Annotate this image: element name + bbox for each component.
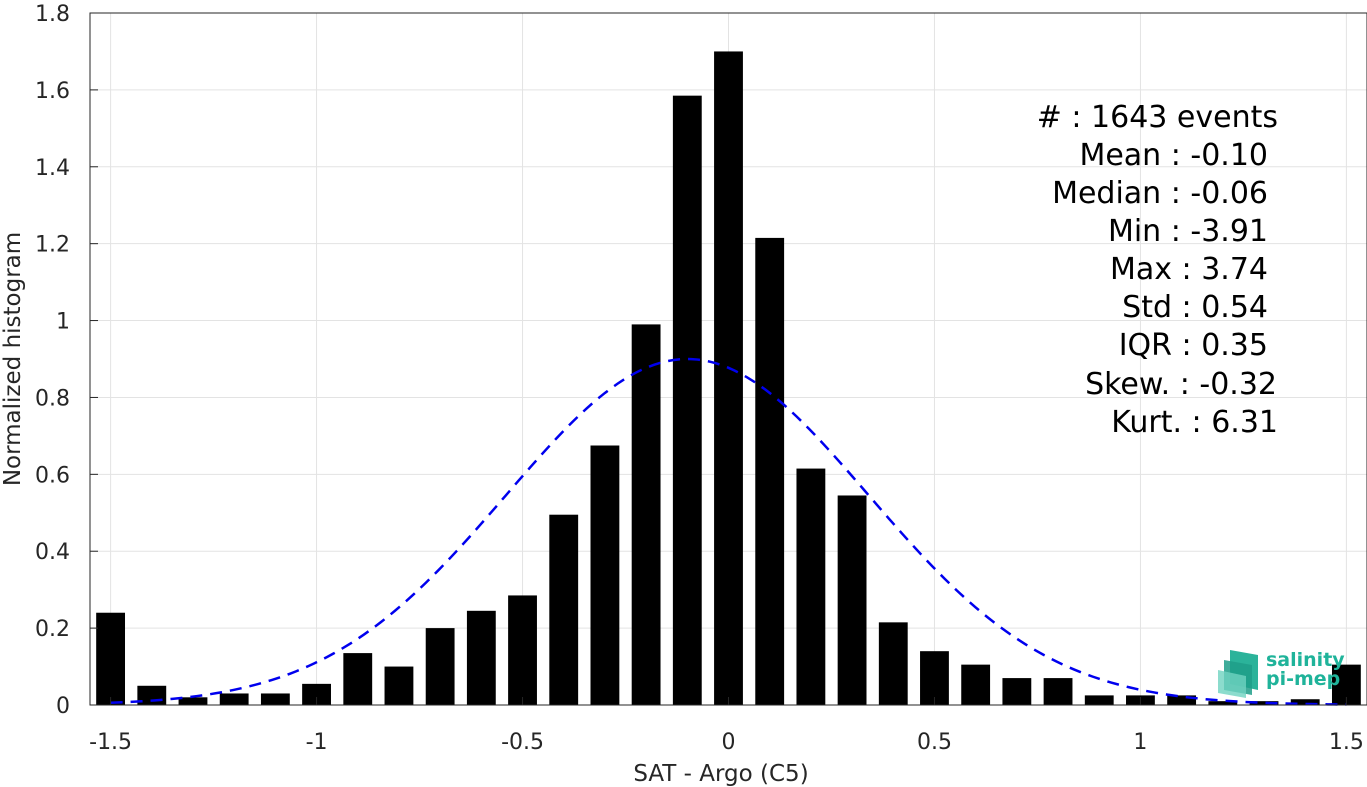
histogram-bars <box>96 51 1361 705</box>
x-tick-label-3: 0 <box>722 730 736 755</box>
gaussian-fit-curve <box>110 357 1347 706</box>
bar-26 <box>1167 695 1197 705</box>
y-tick-label-3: 0.6 <box>35 463 70 488</box>
stat-skew: Skew. : -0.32 <box>1085 367 1277 402</box>
bar-11 <box>549 514 579 705</box>
x-axis-label: SAT - Argo (C5) <box>633 761 808 787</box>
bar-19 <box>878 622 908 705</box>
y-tick-label-4: 0.8 <box>35 386 70 411</box>
y-tick-label-0: 0 <box>56 694 70 719</box>
salinity-pimep-logo: salinity pi-mep <box>1218 649 1345 698</box>
bar-20 <box>920 651 949 705</box>
bar-10 <box>508 595 537 705</box>
x-tick-label-1: -1 <box>306 730 328 755</box>
x-tick-label-0: -1.5 <box>89 730 132 755</box>
bar-16 <box>755 237 785 705</box>
bar-4 <box>260 693 290 705</box>
bar-0 <box>96 612 126 705</box>
y-axis-label: Normalized histogram <box>0 232 26 486</box>
bar-22 <box>1002 678 1032 705</box>
bar-8 <box>425 628 455 705</box>
bar-24 <box>1084 695 1114 705</box>
bar-14 <box>672 95 702 705</box>
wave-icon <box>1218 650 1258 698</box>
y-tick-label-8: 1.6 <box>35 79 70 104</box>
stat-median: Median : -0.06 <box>1052 176 1268 211</box>
bar-27 <box>1208 701 1238 705</box>
x-tick-label-6: 1.5 <box>1329 730 1364 755</box>
bar-5 <box>302 683 331 705</box>
y-tick-label-9: 1.8 <box>35 2 70 27</box>
bar-28 <box>1249 701 1279 705</box>
y-tick-label-6: 1.2 <box>35 233 70 258</box>
bar-15 <box>714 51 743 705</box>
x-tick-label-5: 1 <box>1133 730 1147 755</box>
y-tick-label-1: 0.2 <box>35 617 70 642</box>
stat-max: Max : 3.74 <box>1110 252 1268 287</box>
bar-2 <box>178 697 208 705</box>
stat-kurt: Kurt. : 6.31 <box>1111 405 1278 440</box>
stat-std: Std : 0.54 <box>1122 290 1268 325</box>
stat-mean: Mean : -0.10 <box>1079 138 1268 173</box>
bar-9 <box>466 610 496 705</box>
bar-18 <box>837 495 867 705</box>
bar-12 <box>590 445 620 705</box>
stat-iqr: IQR : 0.35 <box>1119 328 1268 363</box>
bar-17 <box>796 468 826 705</box>
stats-box: # : 1643 events Mean : -0.10 Median : -0… <box>1037 100 1278 440</box>
x-tick-label-2: -0.5 <box>501 730 544 755</box>
stat-events: # : 1643 events <box>1037 100 1278 135</box>
y-axis-ticks: 0 0.2 0.4 0.6 0.8 1 1.2 1.4 1.6 1.8 <box>35 2 98 719</box>
x-axis-ticks: -1.5 -1 -0.5 0 0.5 1 1.5 <box>89 697 1364 755</box>
logo-line1: salinity <box>1266 649 1345 671</box>
y-tick-label-2: 0.4 <box>35 540 70 565</box>
bar-7 <box>384 666 414 705</box>
bar-29 <box>1290 699 1320 705</box>
bar-3 <box>219 693 249 705</box>
logo-line2: pi-mep <box>1266 668 1340 690</box>
bar-21 <box>961 664 991 705</box>
y-tick-label-5: 1 <box>56 310 70 335</box>
y-tick-label-7: 1.4 <box>35 156 70 181</box>
bar-6 <box>343 653 373 705</box>
bar-23 <box>1043 678 1073 705</box>
x-tick-label-4: 0.5 <box>917 730 952 755</box>
bar-13 <box>631 324 661 705</box>
stat-min: Min : -3.91 <box>1108 214 1268 249</box>
